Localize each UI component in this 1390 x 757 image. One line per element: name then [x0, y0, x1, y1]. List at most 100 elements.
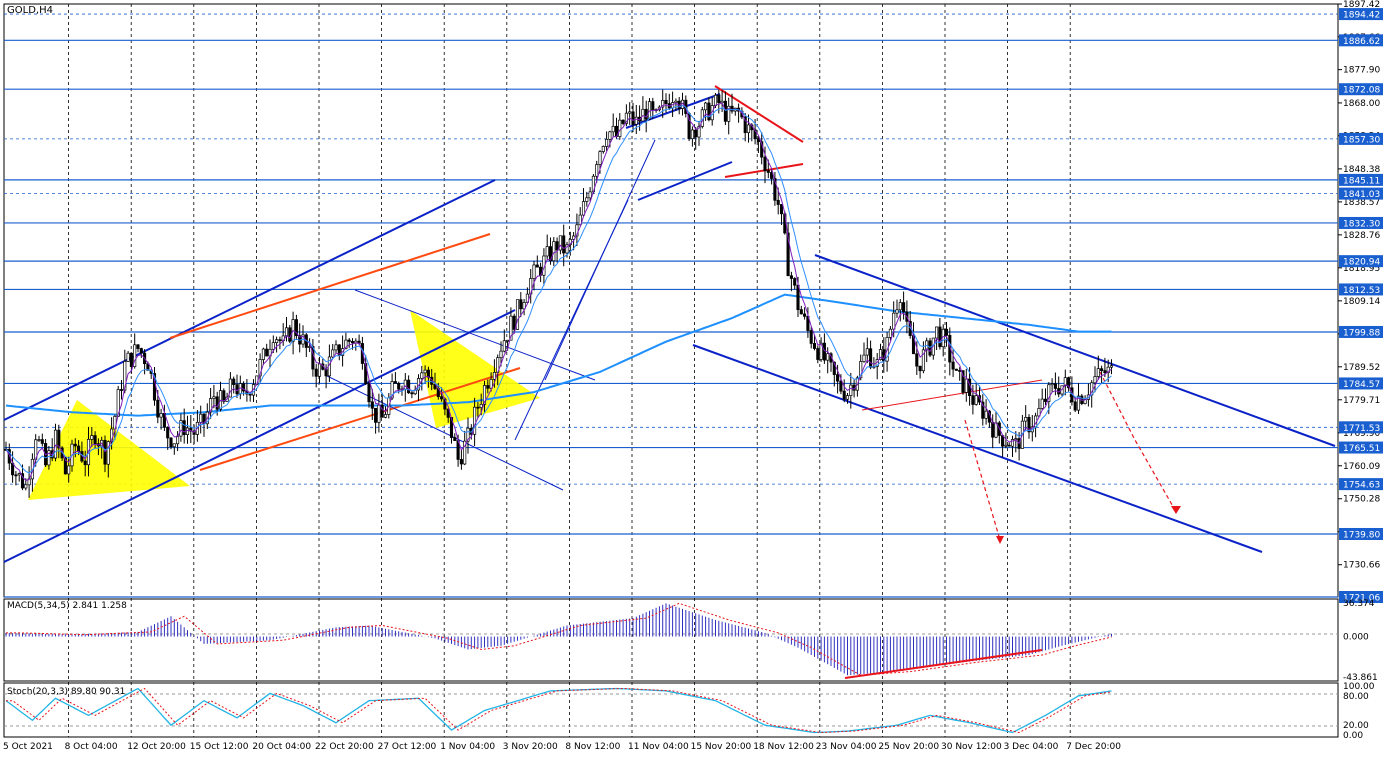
candle-body — [822, 342, 826, 361]
candle-body — [1040, 398, 1044, 409]
candle-body — [515, 299, 520, 330]
price-tick-label: 1897.42 — [1343, 0, 1380, 10]
candle-body — [697, 126, 701, 138]
candle-body — [466, 427, 470, 442]
candle-body — [1053, 383, 1057, 389]
time-label: 27 Oct 12:00 — [378, 742, 437, 752]
candle-body — [865, 348, 869, 356]
candle-body — [1073, 401, 1077, 411]
candle-body — [888, 328, 892, 338]
candle-body — [156, 399, 160, 418]
candle-body — [661, 100, 665, 108]
candle-body — [746, 124, 751, 134]
candle-body — [958, 370, 962, 372]
level-tag — [1339, 325, 1383, 338]
candle-body — [374, 407, 378, 423]
candle-body — [1109, 365, 1114, 368]
candle-body — [631, 111, 635, 125]
candle-body — [763, 156, 767, 171]
candle-body — [222, 390, 226, 402]
candle-body — [964, 378, 968, 393]
candle-body — [1103, 370, 1107, 374]
candle-body — [232, 378, 236, 385]
level-tag-label: 1841.03 — [1343, 190, 1380, 200]
price-tick-label: 1760.09 — [1343, 462, 1380, 472]
candle-body — [506, 339, 510, 342]
candle-body — [271, 342, 275, 350]
candle-body — [77, 445, 81, 452]
candle-body — [473, 406, 477, 435]
candle-body — [390, 381, 394, 399]
candle-body — [7, 449, 11, 464]
candle-body — [73, 443, 77, 447]
level-tag-label: 1845.11 — [1343, 176, 1380, 186]
candle-body — [770, 172, 774, 179]
candle-body — [136, 344, 140, 349]
candle-body — [832, 361, 836, 375]
candle-body — [24, 484, 28, 489]
candle-body — [555, 241, 559, 251]
time-label: 23 Nov 04:00 — [816, 742, 877, 752]
macd-panel-frame — [3, 598, 1339, 682]
candle-body — [595, 164, 599, 177]
candle-body — [895, 309, 899, 314]
level-tag — [1339, 187, 1383, 200]
candle-body — [730, 105, 734, 112]
candle-body — [618, 119, 622, 137]
candle-body — [440, 396, 444, 400]
candle-body — [598, 151, 602, 165]
candle-body — [859, 361, 863, 379]
candle-body — [816, 348, 820, 360]
level-lines — [4, 13, 1338, 598]
level-tag-label: 1721.06 — [1343, 594, 1380, 604]
candle-body — [228, 378, 232, 398]
candle-body — [248, 393, 252, 396]
candle-body — [499, 350, 503, 359]
flag-lower — [637, 161, 733, 201]
price-tick-label: 1779.71 — [1343, 396, 1380, 406]
level-tag — [1339, 8, 1383, 21]
level-tag-label: 1754.63 — [1343, 481, 1380, 491]
thin-channel-lower — [324, 374, 564, 491]
candle-body — [489, 378, 493, 389]
candle-body — [397, 382, 401, 390]
time-label: 30 Nov 12:00 — [941, 742, 1002, 752]
level-tag-label: 1832.30 — [1343, 219, 1380, 229]
macd-signal-line — [6, 602, 1112, 676]
candle-body — [624, 112, 628, 124]
candle-body — [674, 100, 678, 103]
time-label: 15 Nov 20:00 — [691, 742, 752, 752]
time-label: 11 Nov 04:00 — [628, 742, 689, 752]
orange-lower — [199, 367, 521, 471]
level-tag — [1339, 421, 1383, 434]
candle-body — [961, 370, 965, 393]
candle-body — [350, 341, 355, 344]
candle-body — [1050, 383, 1054, 386]
channel-lower — [3, 309, 516, 563]
time-label: 3 Dec 04:00 — [1004, 742, 1059, 752]
candle-body — [278, 339, 282, 342]
time-label: 20 Oct 04:00 — [252, 742, 311, 752]
level-tag — [1339, 255, 1383, 268]
level-tag — [1339, 283, 1383, 296]
projection-arrow-2 — [996, 536, 1004, 544]
candle-body — [694, 129, 698, 138]
level-tag-label: 1784.57 — [1343, 380, 1380, 390]
candle-body — [984, 410, 988, 419]
candle-body — [522, 302, 526, 310]
level-tag — [1339, 216, 1383, 229]
stoch-tick-label: 20.00 — [1343, 721, 1369, 731]
candle-body — [370, 401, 374, 409]
stoch-k-line — [5, 687, 1112, 734]
candle-body — [892, 312, 896, 330]
candle-body — [779, 204, 784, 215]
candle-body — [169, 437, 173, 448]
candle-body — [258, 359, 262, 377]
candle-body — [938, 326, 942, 348]
candle-body — [707, 102, 711, 121]
candle-body — [1014, 438, 1018, 440]
candle-body — [809, 330, 813, 344]
candle-body — [63, 457, 67, 475]
